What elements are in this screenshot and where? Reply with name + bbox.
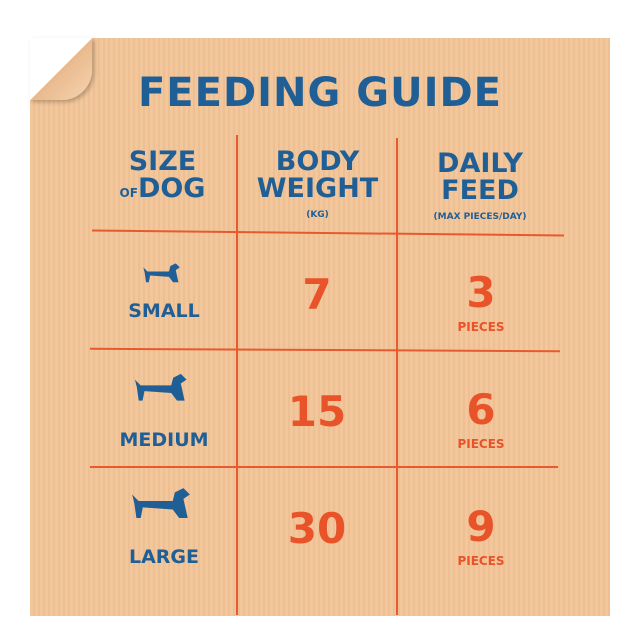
header-size-line2: DOG	[137, 173, 206, 204]
size-label: SMALL	[128, 300, 200, 322]
feed-unit: PIECES	[457, 437, 505, 451]
header-feed-unit: (MAX PIECES/DAY)	[433, 212, 527, 222]
size-cell: LARGE	[92, 474, 236, 584]
divider	[90, 466, 558, 468]
small-dog-icon	[143, 263, 181, 283]
feed-unit: PIECES	[457, 320, 505, 334]
divider	[396, 138, 398, 615]
header-feed-line1: DAILY	[437, 148, 523, 179]
feed-value: 6	[466, 385, 496, 434]
medium-dog-icon	[135, 373, 187, 401]
header-size-of: OF	[119, 186, 138, 200]
header-weight-line1: BODY	[275, 146, 360, 177]
weight-value: 30	[287, 504, 347, 553]
header-feed: DAILY FEED (MAX PIECES/DAY)	[400, 150, 560, 231]
feed-value: 9	[466, 502, 496, 551]
header-weight-unit: (KG)	[306, 210, 329, 220]
weight-value: 7	[302, 270, 332, 319]
paper-background	[30, 38, 610, 616]
header-weight: BODY WEIGHT (KG)	[240, 148, 395, 229]
header-feed-line2: FEED	[441, 175, 519, 206]
header-size: SIZE OFDOG	[90, 148, 235, 207]
large-dog-icon	[131, 487, 190, 518]
header-size-line1: SIZE	[128, 146, 197, 177]
page-curl	[30, 38, 92, 100]
size-label: LARGE	[128, 546, 200, 568]
feed-value: 3	[466, 268, 496, 317]
feed-unit: PIECES	[457, 554, 505, 568]
weight-value: 15	[287, 387, 347, 436]
header-weight-line2: WEIGHT	[256, 173, 379, 204]
page-title: FEEDING GUIDE	[137, 70, 502, 116]
size-label: MEDIUM	[119, 429, 209, 451]
divider	[236, 135, 238, 615]
size-cell: SMALL	[92, 240, 236, 350]
size-cell: MEDIUM	[92, 357, 236, 467]
